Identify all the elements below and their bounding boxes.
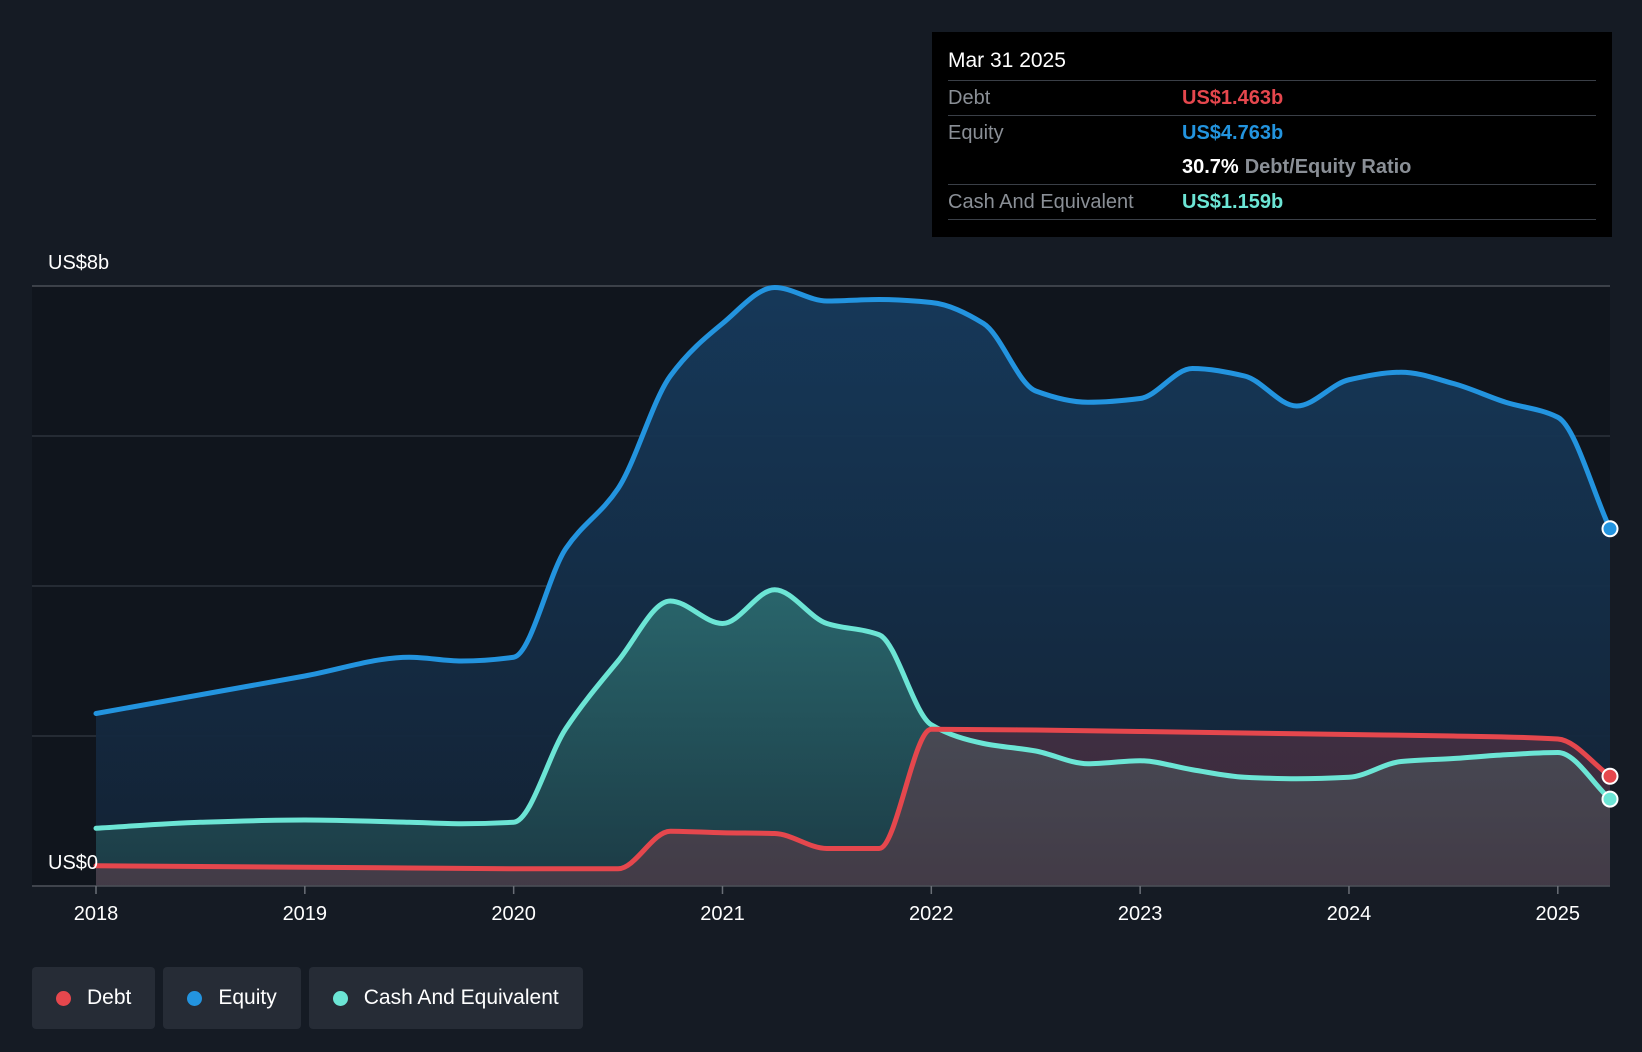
tooltip-row-debt: Debt US$1.463b	[948, 80, 1596, 115]
series-endpoints	[1601, 520, 1619, 808]
legend-item-debt[interactable]: Debt	[32, 967, 156, 1029]
tooltip-row-cash: Cash And Equivalent US$1.159b	[948, 184, 1596, 220]
line-cash-and-equivalent	[93, 587, 1613, 831]
legend-label-cash: Cash And Equivalent	[363, 986, 559, 1009]
y-label-bottom: US$0	[48, 852, 98, 874]
tooltip-value-debt: US$1.463b	[1182, 86, 1284, 109]
x-tick-label: 2025	[1536, 903, 1581, 925]
endpoint-debt	[1601, 767, 1619, 785]
tooltip-row-equity: Equity US$4.763b	[948, 115, 1596, 150]
legend-dot-cash	[332, 990, 348, 1006]
tooltip-ratio-value: 30.7%	[1182, 155, 1239, 178]
x-tick-label: 2022	[909, 903, 954, 925]
tooltip-value-equity: US$4.763b	[1182, 121, 1284, 144]
legend-item-cash[interactable]: Cash And Equivalent	[308, 967, 583, 1029]
x-tick-label: 2020	[491, 903, 536, 925]
x-axis-ticks: 2018 2019 2020 2021 2022 2023 2024 2025	[32, 885, 1610, 925]
endpoint-cash-and-equivalent	[1601, 790, 1619, 808]
series-lines	[93, 285, 1613, 872]
tooltip-value-cash: US$1.159b	[1182, 190, 1284, 213]
legend-dot-equity	[187, 990, 203, 1006]
legend-label-equity: Equity	[218, 986, 277, 1009]
tooltip-label-equity: Equity	[948, 121, 1004, 144]
tooltip-label-debt: Debt	[948, 86, 991, 109]
legend-item-equity[interactable]: Equity	[163, 967, 301, 1029]
x-tick-label: 2018	[74, 903, 119, 925]
tooltip-ratio-label: Debt/Equity Ratio	[1244, 155, 1412, 178]
tooltip-label-cash: Cash And Equivalent	[948, 190, 1134, 213]
line-equity	[93, 285, 1613, 716]
legend-label-debt: Debt	[87, 986, 132, 1009]
tooltip-row-ratio: 30.7% Debt/Equity Ratio	[948, 150, 1596, 184]
area-debt	[96, 729, 1610, 886]
legend-dot-debt	[56, 990, 71, 1006]
line-debt	[93, 726, 1613, 872]
y-label-top: US$8b	[48, 252, 109, 274]
area-cash-and-equivalent	[96, 589, 1610, 886]
tooltip-panel: Mar 31 2025 Debt US$1.463b Equity US$4.7…	[932, 32, 1612, 237]
legend: Debt Equity Cash And Equivalent	[32, 967, 583, 1029]
x-tick-label: 2019	[283, 903, 328, 925]
endpoint-equity	[1601, 520, 1619, 538]
x-tick-label: 2021	[700, 903, 745, 925]
area-equity	[96, 287, 1610, 886]
series-areas	[96, 287, 1610, 886]
x-tick-label: 2024	[1327, 903, 1372, 925]
x-tick-label: 2023	[1118, 903, 1163, 925]
tooltip-date: Mar 31 2025	[948, 49, 1066, 72]
